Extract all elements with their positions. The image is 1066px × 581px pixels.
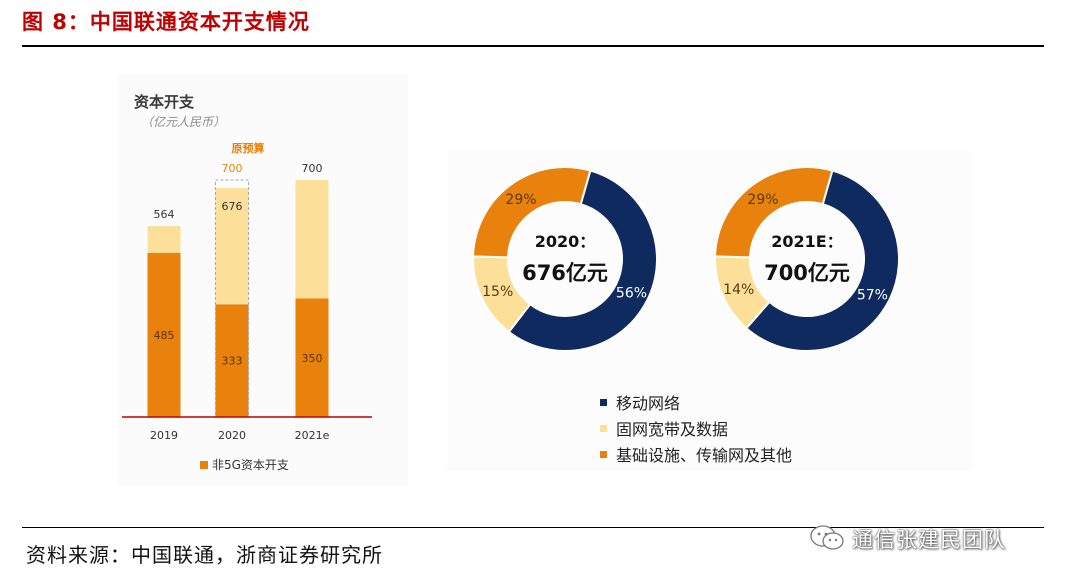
donut-center-year: 2020： xyxy=(535,232,596,251)
donut-charts: 56% 15% 29% 2020： 676亿元 57% 14% 29% 2021E： 700亿元 xyxy=(472,166,900,352)
bar-non5g xyxy=(147,252,181,417)
bar-total-label: 700 xyxy=(302,162,323,175)
bar-value-label: 350 xyxy=(302,352,323,365)
slice-percent-label: 14% xyxy=(723,282,754,298)
bar-value-label: 333 xyxy=(222,355,243,368)
figure-title: 图 8：中国联通资本开支情况 xyxy=(22,10,310,34)
budget-value-label: 700 xyxy=(222,162,243,175)
bar-chart-subtitle: （亿元人民币） xyxy=(141,115,226,129)
donut-slice xyxy=(507,169,658,352)
bar-5g xyxy=(215,188,249,305)
bar-legend-swatch xyxy=(200,460,208,469)
legend-item-mobile: 移动网络 xyxy=(600,389,792,415)
top-rule xyxy=(22,45,1044,47)
bar-5g xyxy=(295,180,329,299)
bar-chart-title: 资本开支 xyxy=(134,93,195,111)
x-tick-label: 2020 xyxy=(218,429,246,442)
original-budget-label: 原预算 xyxy=(231,142,265,155)
legend-swatch-navy xyxy=(600,398,607,406)
slice-percent-label: 56% xyxy=(616,286,647,302)
x-tick-label: 2019 xyxy=(150,429,178,442)
bar-legend: 非5G资本开支 xyxy=(200,456,289,473)
bar-total-label: 564 xyxy=(154,208,175,221)
bar-non5g xyxy=(295,298,329,417)
legend-label: 移动网络 xyxy=(616,394,681,413)
donut-slice xyxy=(472,166,592,259)
x-tick-label: 2021e xyxy=(295,429,330,442)
legend-label: 固网宽带及数据 xyxy=(616,420,729,439)
legend-swatch-light xyxy=(600,424,607,432)
donut-center-year: 2021E： xyxy=(771,232,842,251)
donut-center-total: 676亿元 xyxy=(522,261,608,285)
wechat-icon xyxy=(810,525,844,550)
source-note: 资料来源：中国联通，浙商证券研究所 xyxy=(26,543,383,567)
watermark: 通信张建民团队 xyxy=(852,528,1006,552)
donut-slice xyxy=(714,166,834,259)
legend-swatch-orange xyxy=(600,450,607,458)
bar-chart: 485 564 2019 333 676 700 2020 350 700 2021e xyxy=(122,162,372,442)
donut-center-total: 700亿元 xyxy=(764,261,850,285)
bar-5g xyxy=(147,226,181,253)
slice-percent-label: 57% xyxy=(857,288,888,304)
bar-value-label: 485 xyxy=(154,329,175,342)
legend-item-fixed: 固网宽带及数据 xyxy=(600,415,792,441)
slice-percent-label: 29% xyxy=(747,192,778,208)
bar-5g-top-label: 676 xyxy=(222,200,243,213)
donut-slice xyxy=(744,169,900,352)
bottom-rule xyxy=(22,527,1044,528)
slice-percent-label: 29% xyxy=(505,192,536,208)
slice-percent-label: 15% xyxy=(482,284,513,300)
bar-legend-label: 非5G资本开支 xyxy=(212,458,289,472)
bar-non5g xyxy=(215,304,249,417)
donut-legend: 移动网络 固网宽带及数据 基础设施、传输网及其他 xyxy=(600,389,792,467)
legend-item-infra: 基础设施、传输网及其他 xyxy=(600,441,792,467)
legend-label: 基础设施、传输网及其他 xyxy=(616,446,793,465)
